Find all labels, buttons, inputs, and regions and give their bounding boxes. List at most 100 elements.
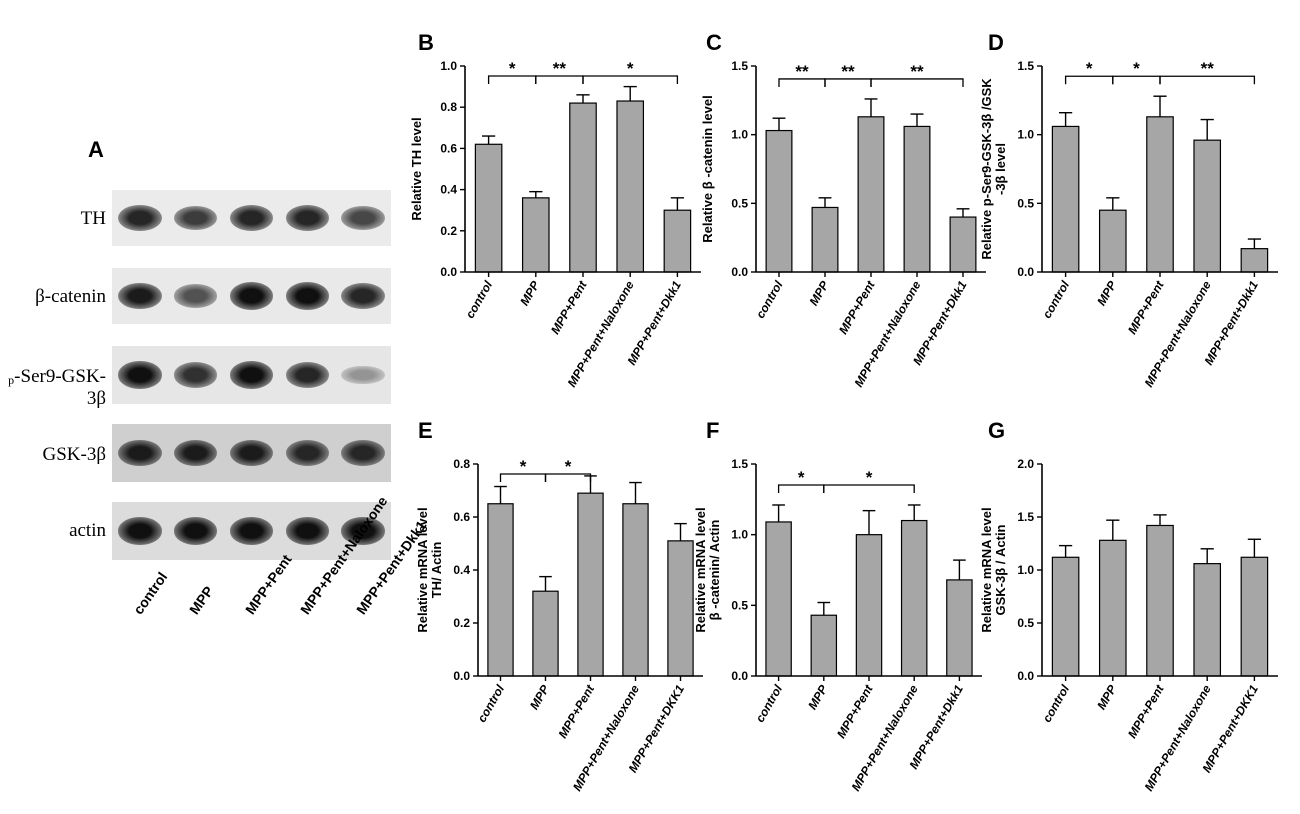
significance-label: ** <box>553 59 567 78</box>
blot-band <box>229 282 274 310</box>
bar <box>1193 139 1222 273</box>
bar <box>622 503 649 677</box>
significance-label: ** <box>795 62 809 81</box>
blot-band <box>229 439 274 467</box>
x-tick-label: control <box>753 278 786 321</box>
y-axis-label: Relative TH level <box>409 66 424 272</box>
bar <box>663 209 692 273</box>
y-tick-label: 0.4 <box>453 563 470 577</box>
bar <box>765 129 793 273</box>
y-tick-label: 0.6 <box>440 141 457 155</box>
x-tick-label: control <box>475 682 508 725</box>
x-tick-label: MPP+Pent <box>555 682 597 741</box>
y-tick-label: 0.2 <box>453 616 470 630</box>
blot-strip-actin <box>112 502 391 560</box>
bar <box>1146 116 1174 273</box>
panel-letter-d: D <box>988 30 1004 55</box>
blot-band <box>173 439 218 467</box>
blot-band <box>285 517 330 545</box>
bar-chart-e: 0.0 0.2 0.4 0.6 0.8 control MPP MPP+Pent MPP+Pen… <box>453 457 703 793</box>
western-blot-panel: A TH β-catenin p-Ser9-GSK-3β GSK-3β acti… <box>0 0 429 814</box>
y-tick-label: 2.0 <box>1017 457 1034 471</box>
x-tick-label: MPP+Pent <box>836 278 878 337</box>
y-tick-label: 0.0 <box>440 265 457 279</box>
significance-label: ** <box>1201 59 1215 78</box>
y-axis-label-line: TH/ Actin <box>429 541 444 599</box>
y-tick-label: 1.0 <box>440 59 457 73</box>
panel-letter-f: F <box>706 418 720 443</box>
y-tick-label: 1.5 <box>731 457 748 471</box>
bar <box>903 125 931 273</box>
bar <box>1098 539 1127 677</box>
panel-letter-a: A <box>88 137 104 162</box>
y-tick-label: 1.0 <box>1017 563 1034 577</box>
y-tick-label: 0.5 <box>1017 616 1034 630</box>
blot-label-pser9-gsk3b: p-Ser9-GSK-3β <box>8 366 106 409</box>
bar <box>667 540 694 677</box>
y-tick-label: 0.0 <box>731 265 748 279</box>
y-axis-label: Relative β -catenin level <box>700 66 715 272</box>
significance-bracket <box>870 78 964 87</box>
blot-band <box>229 205 274 231</box>
significance-label: * <box>627 59 634 78</box>
x-tick-label: MPP+Pent+Dkk1 <box>625 278 685 367</box>
blot-band <box>341 365 385 385</box>
blot-band <box>173 284 218 308</box>
bar <box>616 100 645 273</box>
panel-letter-c: C <box>706 30 722 55</box>
bar-chart-svg: 0.0 0.2 0.4 0.6 0.8 1.0 control MPP MPP+Pent MPP+… <box>440 59 701 389</box>
y-axis-label-line: Relative β -catenin level <box>700 95 715 243</box>
bar-chart-g: 0.0 0.5 1.0 1.5 2.0 control MPP MPP+Pent MPP+Pen… <box>1017 457 1278 793</box>
y-tick-label: 0.4 <box>440 183 457 197</box>
y-axis-label-line: β -catenin/ Actin <box>707 519 722 621</box>
blot-band <box>229 361 274 389</box>
y-axis-label-line: Relative mRNA level <box>979 507 994 633</box>
y-tick-label: 1.5 <box>1017 59 1034 73</box>
bar <box>1193 563 1222 677</box>
x-tick-label: MPP <box>517 278 543 308</box>
significance-label: ** <box>910 62 924 81</box>
bar-chart-b: 0.0 0.2 0.4 0.6 0.8 1.0 control MPP MPP+Pent MPP+… <box>440 59 701 389</box>
blot-label-actin: actin <box>69 520 106 541</box>
x-tick-label: MPP <box>1094 682 1120 712</box>
blot-band <box>229 517 274 545</box>
x-tick-label: MPP <box>1094 278 1120 308</box>
significance-label: * <box>565 457 572 476</box>
blot-strip-beta-catenin <box>112 268 391 324</box>
significance-bracket <box>823 484 915 493</box>
y-tick-label: 0.8 <box>440 100 457 114</box>
bar <box>577 492 604 677</box>
y-axis-label: Relative p-Ser9-GSK-3β /GSK -3β level <box>979 66 1008 272</box>
significance-label: ** <box>841 62 855 81</box>
bar <box>1240 248 1269 273</box>
y-tick-label: 0.5 <box>1017 196 1034 210</box>
bar <box>1240 556 1269 677</box>
y-axis-label-line: -3β level <box>993 142 1008 196</box>
bar <box>474 143 503 273</box>
blot-lane-label: control <box>129 569 171 618</box>
panel-letter-b: B <box>418 30 434 55</box>
y-tick-label: 0.8 <box>453 457 470 471</box>
y-tick-label: 0.6 <box>453 510 470 524</box>
x-tick-label: MPP+Pent <box>834 682 876 741</box>
significance-label: * <box>1133 59 1140 78</box>
significance-label: * <box>866 468 873 487</box>
y-tick-label: 0.0 <box>453 669 470 683</box>
x-tick-label: control <box>1040 278 1073 321</box>
blot-band <box>285 205 330 231</box>
y-axis-label-line: Relative TH level <box>409 117 424 221</box>
blot-band <box>173 205 218 231</box>
y-axis-label: Relative mRNA level GSK-3β / Actin <box>979 464 1008 676</box>
bar <box>811 206 839 273</box>
significance-label: * <box>509 59 516 78</box>
bar <box>1051 125 1080 273</box>
blot-label-beta-catenin: β-catenin <box>35 286 106 307</box>
bar <box>1098 209 1127 273</box>
panel-letter-g: G <box>988 418 1006 443</box>
x-tick-label: control <box>1040 682 1073 725</box>
blot-band <box>118 439 162 467</box>
